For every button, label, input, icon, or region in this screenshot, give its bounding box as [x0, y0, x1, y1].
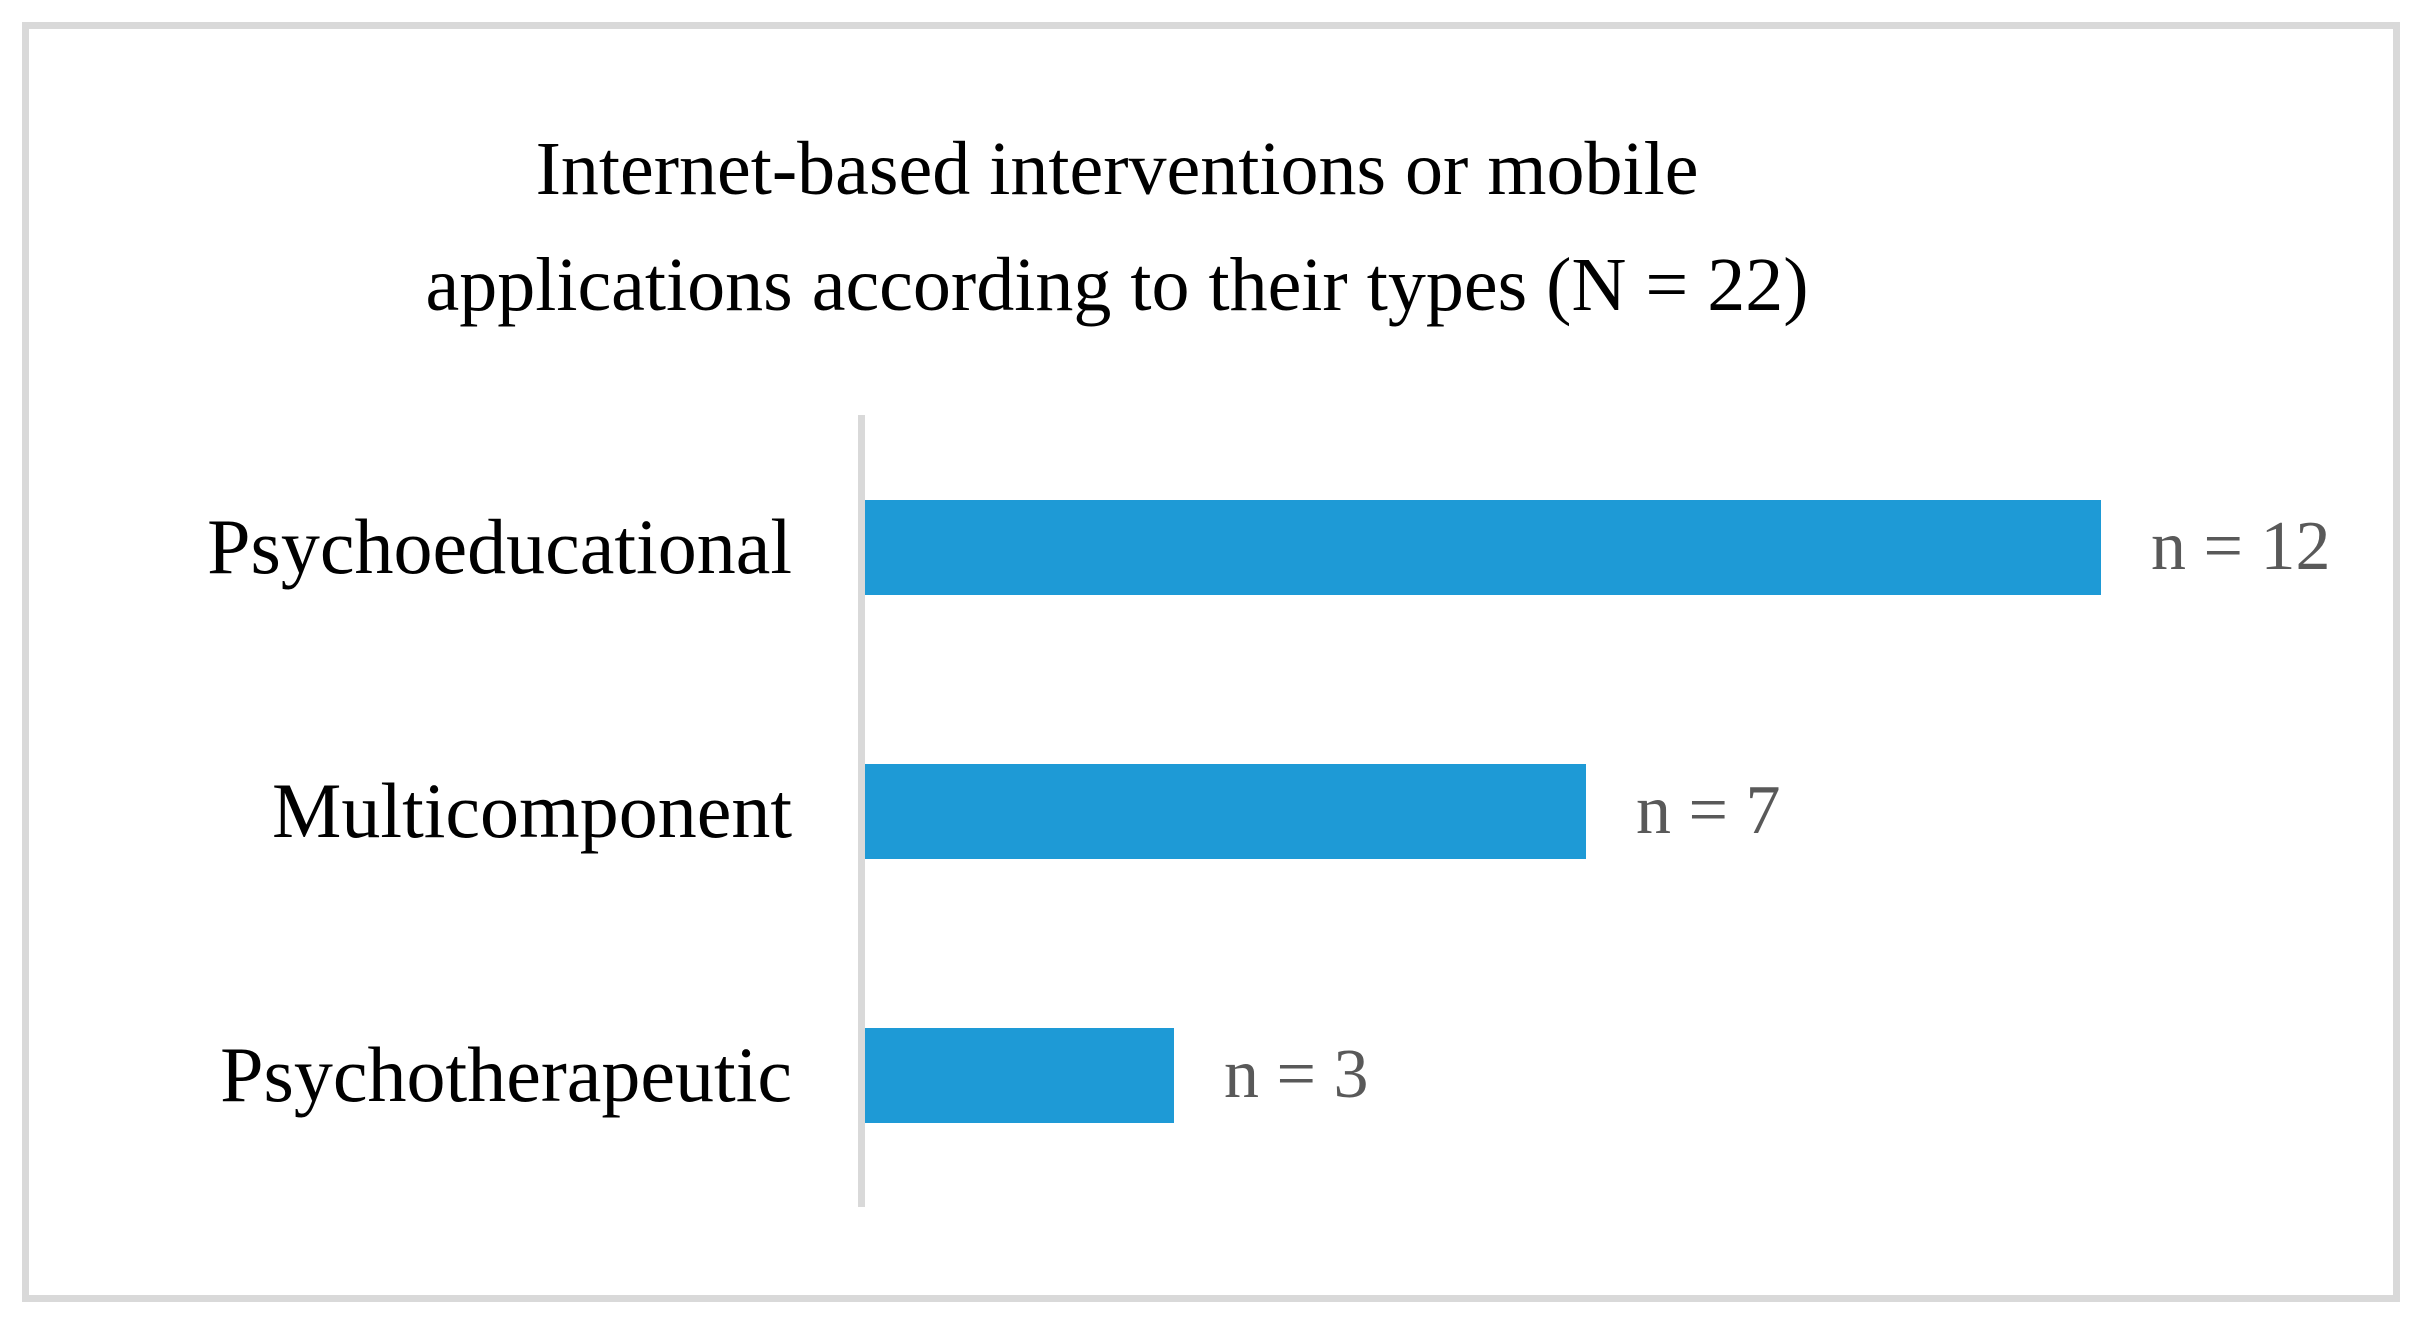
value-label: n = 7 [1636, 772, 1781, 849]
category-axis-line [858, 415, 865, 1207]
bar-row: Psychoeducational n = 12 [29, 415, 2393, 679]
data-bar [865, 763, 1586, 859]
chart-title-line-2: applications according to their types (N… [425, 242, 1809, 327]
value-label: n = 12 [2151, 508, 2331, 585]
chart-title: Internet-based interventions or mobile a… [0, 112, 2234, 343]
chart-frame-border [22, 22, 2400, 1302]
plot-area: Psychoeducational n = 12 Multicomponent n =… [29, 415, 2393, 1207]
bar-row: Multicomponent n = 7 [29, 679, 2393, 943]
category-label: Psychoeducational [207, 503, 792, 590]
value-label: n = 3 [1224, 1036, 1369, 1113]
category-label: Psychotherapeutic [220, 1031, 792, 1118]
bar-rows-container: Psychoeducational n = 12 Multicomponent n =… [29, 415, 2393, 1207]
category-label: Multicomponent [272, 767, 792, 854]
data-bar [865, 1027, 1174, 1123]
bar-row: Psychotherapeutic n = 3 [29, 943, 2393, 1207]
data-bar [865, 499, 2101, 595]
chart-title-line-1: Internet-based interventions or mobile [535, 127, 1699, 211]
